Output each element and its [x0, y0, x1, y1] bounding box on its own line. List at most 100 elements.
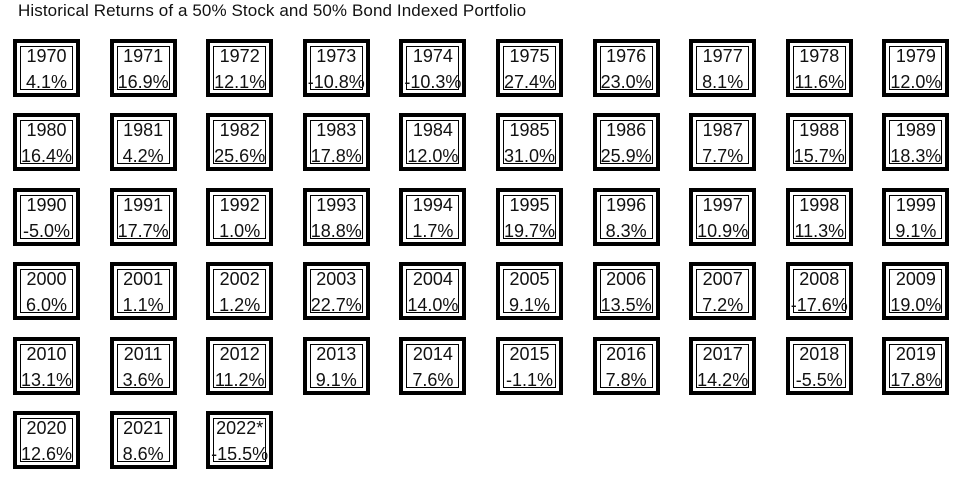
- year-label: 2006: [606, 269, 647, 290]
- year-label: 1999: [895, 194, 936, 215]
- year-label: 2000: [26, 269, 67, 290]
- return-value-label: 17.8%: [310, 146, 362, 167]
- year-return-box: 2021 8.6%: [109, 411, 177, 469]
- year-return-box: 2018 -5.5%: [785, 336, 853, 395]
- return-value-label: 9.1%: [508, 295, 551, 316]
- year-return-box: 2011 3.6%: [109, 336, 177, 395]
- year-return-box: 2012 11.2%: [206, 336, 274, 395]
- return-value-label: -1.1%: [505, 369, 554, 390]
- return-value-label: 25.6%: [214, 146, 266, 167]
- return-value-label: 1.7%: [412, 220, 454, 241]
- year-return-box: 2022* -15.5%: [206, 411, 274, 469]
- return-value-label: 31.0%: [503, 146, 556, 167]
- year-label: 1981: [123, 120, 164, 141]
- year-label: 1988: [799, 120, 840, 141]
- year-return-box: 1974 -10.3%: [399, 39, 467, 97]
- return-value-label: 17.7%: [117, 220, 169, 241]
- return-value-label: 18.3%: [890, 146, 942, 167]
- year-return-box: 2003 22.7%: [302, 262, 370, 321]
- return-value-label: 25.9%: [600, 146, 652, 167]
- return-value-label: 16.4%: [20, 146, 73, 167]
- year-label: 2021: [123, 418, 164, 438]
- return-value-label: 10.9%: [697, 220, 749, 241]
- return-value-label: -5.5%: [795, 369, 843, 390]
- year-label: 1982: [219, 120, 260, 141]
- return-value-label: 7.6%: [412, 369, 454, 390]
- year-return-box: 2015 -1.1%: [496, 336, 563, 395]
- year-return-box: 1971 16.9%: [109, 39, 177, 97]
- return-value-label: 7.2%: [702, 295, 744, 316]
- year-return-box: 2017 14.2%: [689, 336, 757, 395]
- year-label: 1977: [702, 46, 743, 66]
- year-label: 2014: [412, 343, 453, 364]
- year-label: 2022*: [216, 418, 264, 438]
- year-return-box: 1970 4.1%: [13, 39, 80, 97]
- year-return-box: 1983 17.8%: [302, 113, 370, 172]
- return-value-label: 11.2%: [214, 369, 265, 390]
- year-label: 2018: [799, 343, 840, 364]
- return-value-label: 14.0%: [407, 295, 459, 316]
- year-return-box: 1995 19.7%: [496, 187, 563, 246]
- year-label: 2013: [316, 343, 357, 364]
- year-return-box: 1981 4.2%: [109, 113, 177, 172]
- year-label: 2005: [509, 269, 550, 290]
- year-label: 1983: [316, 120, 357, 141]
- year-return-box: 1972 12.1%: [206, 39, 274, 97]
- year-return-box: 1999 9.1%: [882, 187, 950, 246]
- year-return-box: 2006 13.5%: [592, 262, 660, 321]
- return-value-label: 23.0%: [600, 72, 652, 92]
- year-return-box: 1973 -10.8%: [302, 39, 370, 97]
- return-value-label: 22.7%: [310, 295, 362, 316]
- year-return-box: 1989 18.3%: [882, 113, 950, 172]
- year-return-box: 2020 12.6%: [13, 411, 80, 469]
- return-value-label: -10.3%: [404, 72, 462, 92]
- year-label: 1976: [606, 46, 647, 66]
- year-label: 2004: [412, 269, 453, 290]
- year-label: 2001: [123, 269, 164, 290]
- year-label: 1984: [412, 120, 453, 141]
- year-label: 1989: [895, 120, 936, 141]
- return-value-label: 3.6%: [122, 369, 164, 390]
- year-label: 1993: [316, 194, 357, 215]
- year-return-box: 1977 8.1%: [689, 39, 757, 97]
- year-label: 2003: [316, 269, 357, 290]
- return-value-label: 12.0%: [407, 146, 459, 167]
- return-value-label: 12.1%: [214, 72, 266, 92]
- year-return-box: 1997 10.9%: [689, 187, 757, 246]
- year-label: 1970: [26, 46, 67, 66]
- year-return-box: 2001 1.1%: [109, 262, 177, 321]
- year-label: 1979: [895, 46, 936, 66]
- year-return-box: 2016 7.8%: [592, 336, 660, 395]
- year-label: 1998: [799, 194, 840, 215]
- year-return-box: 1996 8.3%: [592, 187, 660, 246]
- year-return-box: 1978 11.6%: [785, 39, 853, 97]
- return-value-label: -15.5%: [211, 444, 269, 464]
- return-value-label: 1.2%: [219, 295, 261, 316]
- year-return-box: 2008 -17.6%: [785, 262, 853, 321]
- year-label: 2010: [26, 343, 67, 364]
- return-value-label: 12.0%: [890, 72, 942, 92]
- year-return-box: 2019 17.8%: [882, 336, 950, 395]
- year-return-box: 1979 12.0%: [882, 39, 950, 97]
- year-return-box: 1988 15.7%: [785, 113, 853, 172]
- year-label: 2002: [219, 269, 260, 290]
- return-value-label: 1.0%: [219, 220, 261, 241]
- year-label: 1974: [412, 46, 453, 66]
- year-return-box: 1985 31.0%: [496, 113, 563, 172]
- return-value-label: -17.6%: [790, 295, 848, 316]
- return-value-label: 13.1%: [20, 369, 73, 390]
- return-value-label: 13.5%: [600, 295, 652, 316]
- year-label: 2015: [509, 343, 550, 364]
- return-value-label: 16.9%: [117, 72, 169, 92]
- year-label: 2020: [26, 418, 67, 438]
- year-return-box: 1993 18.8%: [302, 187, 370, 246]
- return-value-label: 9.1%: [315, 369, 357, 390]
- year-return-box: 1987 7.7%: [689, 113, 757, 172]
- return-value-label: 11.6%: [794, 72, 845, 92]
- year-return-box: 2002 1.2%: [206, 262, 274, 321]
- year-label: 2009: [895, 269, 936, 290]
- year-label: 2007: [702, 269, 743, 290]
- return-value-label: 19.0%: [890, 295, 942, 316]
- year-label: 1990: [26, 194, 67, 215]
